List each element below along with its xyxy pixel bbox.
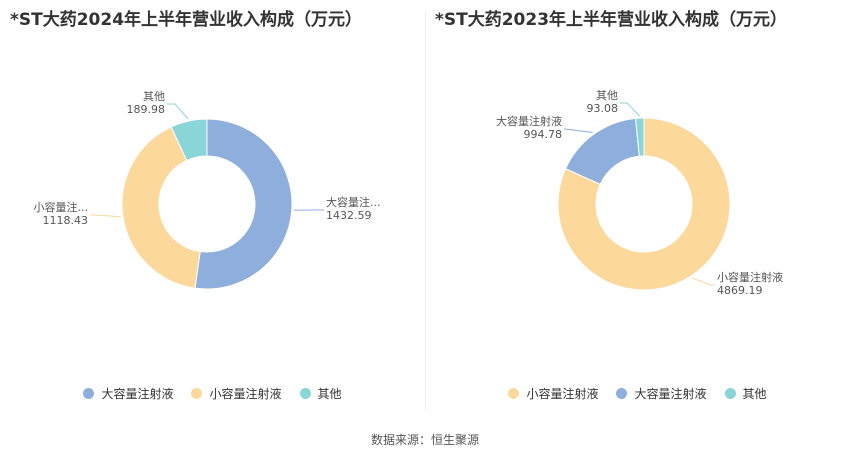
leader-line xyxy=(620,102,641,117)
slice-value: 1432.59 xyxy=(326,209,372,222)
leader-line xyxy=(564,128,593,134)
legend-label: 其他 xyxy=(317,387,342,401)
legend-marker xyxy=(191,388,203,399)
chart-2023: *ST大药2023年上半年营业收入构成（万元） 小容量注射液 4869.19 大容量… xyxy=(425,0,850,420)
leader-line xyxy=(167,103,189,120)
slice-label: 其他 xyxy=(596,89,618,102)
legend-marker xyxy=(508,388,520,399)
pie-slice[interactable] xyxy=(194,118,293,290)
legend-label: 大容量注射液 xyxy=(101,387,174,401)
legend-label: 大容量注射液 xyxy=(634,387,707,401)
legend-item[interactable]: 小容量注射液 xyxy=(508,385,598,402)
legend-item[interactable]: 其他 xyxy=(724,385,767,402)
slice-label: 其他 xyxy=(143,90,165,103)
slice-value: 1118.43 xyxy=(43,214,89,227)
pie-slice[interactable] xyxy=(121,126,201,289)
legend-item[interactable]: 大容量注射液 xyxy=(83,385,173,402)
slice-value: 4869.19 xyxy=(717,284,763,297)
slice-label: 大容量注... xyxy=(326,195,381,209)
data-source: 数据来源：恒生聚源 xyxy=(370,433,479,447)
panel-divider xyxy=(425,10,426,410)
slice-label: 小容量注射液 xyxy=(717,270,783,284)
chart-title: *ST大药2024年上半年营业收入构成（万元） xyxy=(10,10,363,30)
leader-line xyxy=(691,277,715,286)
chart-title: *ST大药2023年上半年营业收入构成（万元） xyxy=(435,10,788,30)
pie-slice[interactable] xyxy=(170,118,208,162)
slice-label: 大容量注射液 xyxy=(496,114,562,128)
legend-marker xyxy=(724,388,736,399)
legend-item[interactable]: 其他 xyxy=(299,385,342,402)
legend-marker xyxy=(616,388,628,399)
legend-marker xyxy=(83,388,95,399)
pie-slice[interactable] xyxy=(557,117,731,291)
legend-item[interactable]: 小容量注射液 xyxy=(191,385,282,402)
pie-slice[interactable] xyxy=(635,117,645,157)
legend: 小容量注射液 大容量注射液 其他 xyxy=(425,385,850,402)
legend-label: 小容量注射液 xyxy=(526,387,599,401)
legend: 大容量注射液 小容量注射液 其他 xyxy=(0,385,425,402)
leader-line xyxy=(90,214,121,218)
slice-value: 189.98 xyxy=(127,103,166,116)
slice-value: 93.08 xyxy=(587,102,619,115)
legend-marker xyxy=(299,388,311,399)
slice-value: 994.78 xyxy=(524,128,563,141)
legend-item[interactable]: 大容量注射液 xyxy=(616,385,707,402)
legend-label: 其他 xyxy=(742,387,767,401)
chart-2024: *ST大药2024年上半年营业收入构成（万元） 大容量注... 1432.59 小容… xyxy=(0,0,425,420)
legend-label: 小容量注射液 xyxy=(209,387,282,401)
slice-label: 小容量注... xyxy=(34,200,89,214)
